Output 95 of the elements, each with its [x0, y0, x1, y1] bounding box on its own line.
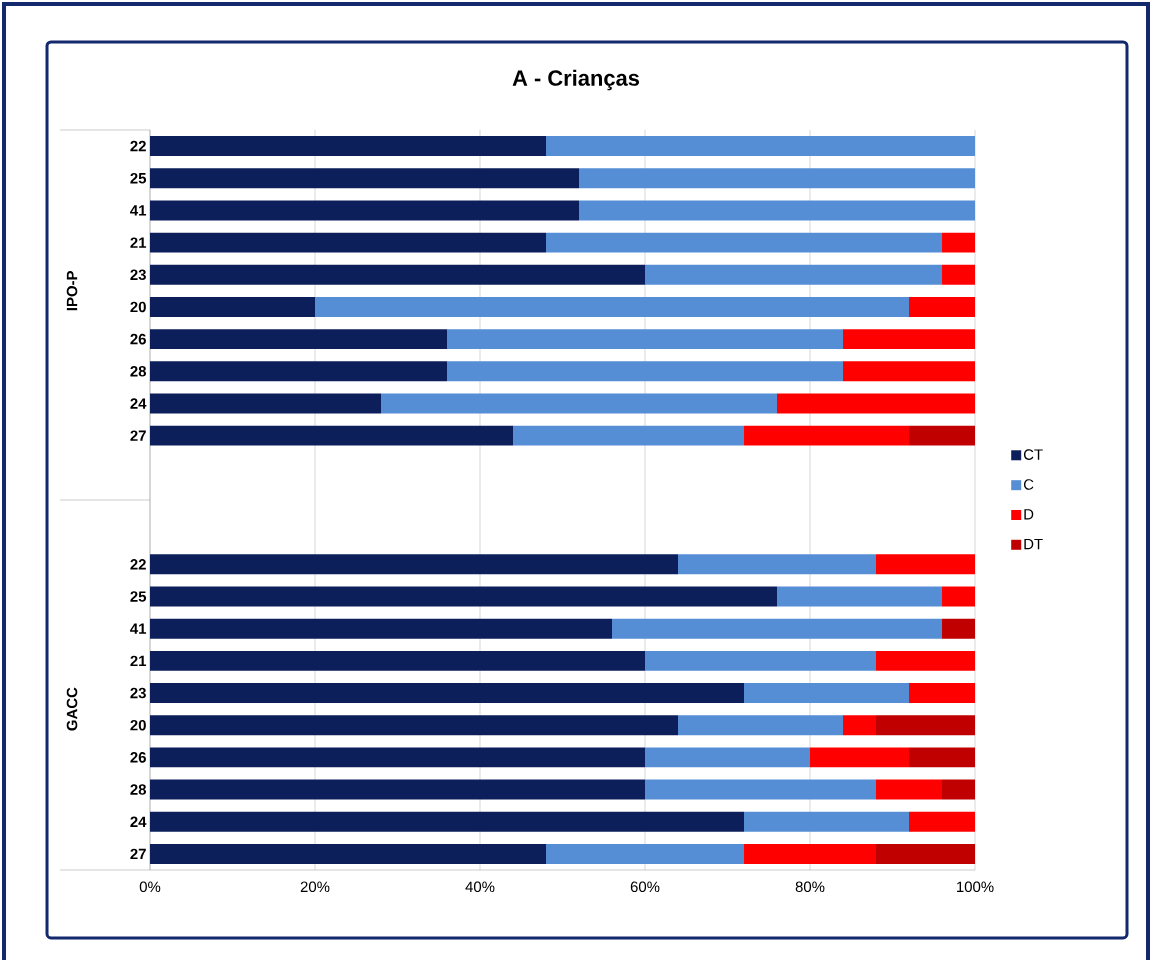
bar	[909, 296, 976, 317]
bar	[150, 586, 778, 607]
bar	[909, 683, 976, 704]
bar	[744, 811, 910, 832]
y-tick-label: 20	[130, 301, 146, 313]
bar	[150, 329, 448, 350]
bar	[876, 715, 976, 736]
bar	[513, 425, 745, 446]
y-tick-label: 21	[130, 237, 147, 248]
bar	[150, 811, 745, 832]
text: GACC	[66, 687, 78, 731]
y-tick-label: 26	[130, 752, 146, 763]
bar	[744, 683, 910, 704]
x-tick-label: 80%	[795, 881, 825, 893]
bar	[909, 811, 976, 832]
bar	[612, 618, 943, 639]
bar	[843, 329, 976, 350]
bar	[150, 168, 580, 189]
bar	[447, 329, 844, 350]
bar	[942, 264, 976, 285]
y-tick-label: 22	[130, 559, 146, 570]
y-tick-label: 41	[130, 205, 147, 216]
legend-label: D	[1024, 509, 1034, 520]
bar	[843, 715, 877, 736]
bar	[942, 779, 976, 800]
legend-label: CT	[1023, 449, 1043, 460]
bar	[909, 425, 976, 446]
bar	[381, 393, 778, 414]
x-tick-label: 100%	[957, 881, 994, 893]
bar	[447, 361, 844, 382]
bar	[645, 650, 877, 671]
bar	[678, 554, 877, 575]
bar	[645, 747, 811, 768]
bar	[150, 393, 382, 414]
bar	[942, 586, 976, 607]
bar	[546, 232, 943, 253]
x-tick-label: 40%	[465, 881, 495, 893]
y-tick-label: 41	[130, 623, 147, 634]
bar	[876, 779, 943, 800]
bar	[678, 715, 844, 736]
bar	[150, 554, 679, 575]
y-tick-label: 27	[130, 430, 146, 441]
y-tick-label: 22	[130, 140, 146, 152]
bar	[810, 747, 910, 768]
bar	[150, 779, 646, 800]
bar	[150, 361, 448, 382]
chart-title: A - Crianças	[512, 69, 640, 91]
bar	[876, 554, 976, 575]
legend-label: C	[1023, 479, 1034, 490]
bar	[150, 843, 547, 864]
bar	[777, 586, 943, 607]
bar	[150, 232, 547, 253]
bar	[150, 200, 580, 221]
bar	[909, 747, 976, 768]
bar	[579, 200, 976, 221]
bar	[150, 136, 547, 157]
bar	[150, 650, 646, 671]
bar	[150, 747, 646, 768]
text: IPO-P	[66, 271, 78, 311]
y-tick-label: 25	[130, 172, 147, 184]
bar	[645, 264, 943, 285]
bar	[150, 425, 514, 446]
bar	[843, 361, 976, 382]
x-tick-label: 60%	[630, 881, 660, 893]
y-tick-label: 27	[130, 848, 146, 860]
x-tick-label: 0%	[139, 881, 161, 893]
bar	[150, 296, 316, 317]
bar	[150, 715, 679, 736]
y-tick-label: 24	[130, 398, 147, 409]
bar	[546, 843, 745, 864]
bar	[150, 683, 745, 704]
legend-label: DT	[1024, 538, 1043, 550]
y-tick-label: 21	[130, 655, 147, 667]
x-tick-label: 20%	[300, 881, 330, 893]
bar	[744, 425, 910, 446]
y-tick-label: 28	[130, 784, 147, 795]
bar	[744, 843, 877, 864]
bar	[876, 650, 976, 671]
bar	[777, 393, 976, 414]
y-tick-label: 23	[130, 269, 146, 281]
y-tick-label: 20	[130, 719, 146, 731]
y-tick-label: 26	[130, 333, 146, 345]
bar	[150, 264, 646, 285]
bar	[315, 296, 910, 317]
y-tick-label: 25	[130, 591, 147, 602]
bar	[942, 618, 976, 639]
y-tick-label: 28	[130, 366, 147, 377]
bar	[546, 136, 976, 157]
y-tick-label: 24	[130, 816, 147, 827]
bar	[942, 232, 976, 253]
y-tick-label: 23	[130, 687, 146, 699]
bar	[876, 843, 976, 864]
bar	[645, 779, 877, 800]
bar	[150, 618, 613, 639]
bar	[579, 168, 976, 189]
